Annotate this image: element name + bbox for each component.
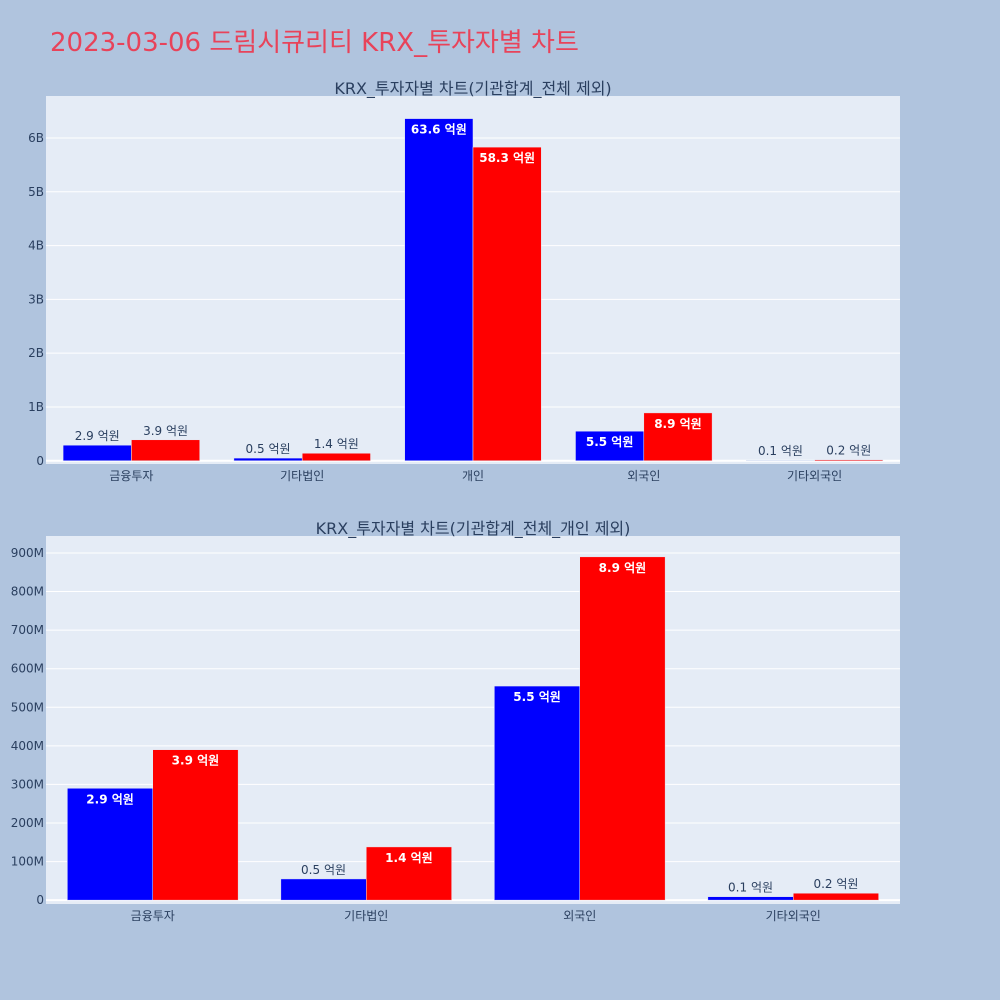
chart2-ytick-label: 200M: [11, 816, 44, 830]
chart1-title: KRX_투자자별 차트(기관합계_전체 제외): [334, 79, 611, 99]
chart2-data-label: 0.1 억원: [728, 881, 773, 895]
chart1-data-label: 0.2 억원: [826, 444, 871, 458]
chart1-xtick-label: 기타법인: [280, 469, 324, 483]
chart1-data-label: 3.9 억원: [143, 424, 188, 438]
chart2-data-label: 8.9 억원: [599, 561, 647, 575]
chart1-bar: [301, 452, 371, 462]
chart2-data-label: 0.2 억원: [813, 877, 858, 891]
chart2-bar: [494, 685, 581, 901]
chart2-title: KRX_투자자별 차트(기관합계_전체_개인 제외): [316, 519, 631, 539]
chart2-data-label: 5.5 억원: [513, 690, 561, 704]
chart1-data-label: 0.1 억원: [758, 444, 803, 458]
chart2-ytick-label: 400M: [11, 739, 44, 753]
chart2-data-label: 2.9 억원: [86, 792, 134, 806]
chart2-bar: [793, 892, 879, 901]
chart1-ytick-label: 1B: [28, 400, 44, 414]
chart1-bar: [575, 430, 645, 462]
chart2-bar: [366, 846, 452, 901]
chart2-xtick-label: 기타법인: [344, 909, 388, 923]
chart1-xtick-label: 기타외국인: [787, 469, 842, 483]
chart2-bar: [67, 788, 153, 901]
chart1-data-label: 1.4 억원: [314, 437, 359, 451]
chart2-ytick-label: 700M: [11, 623, 44, 637]
chart2-xtick-label: 금융투자: [131, 909, 175, 923]
chart2-ytick-label: 800M: [11, 585, 44, 599]
page-title: 2023-03-06 드림시큐리티 KRX_투자자별 차트: [50, 28, 579, 58]
chart2-bar: [579, 556, 666, 901]
chart2-bar: [707, 896, 794, 901]
chart1-ytick-label: 2B: [28, 346, 44, 360]
chart2-bar: [152, 749, 239, 901]
chart1-bar: [643, 412, 713, 462]
chart2-ytick-label: 500M: [11, 700, 44, 714]
chart2-data-label: 1.4 억원: [385, 851, 433, 865]
chart1-xtick-label: 외국인: [627, 469, 660, 483]
chart2-ytick-label: 900M: [11, 546, 44, 560]
chart1-data-label: 63.6 억원: [411, 123, 467, 137]
chart1-ytick-label: 3B: [28, 292, 44, 306]
chart2-ytick-label: 600M: [11, 662, 44, 676]
chart1-bar: [131, 439, 200, 462]
chart1-ytick-label: 0: [36, 454, 44, 468]
chart1-bar: [814, 459, 884, 462]
chart2-ytick-label: 300M: [11, 777, 44, 791]
chart1-data-label: 5.5 억원: [586, 435, 634, 449]
chart1-xtick-label: 개인: [462, 469, 484, 483]
chart1-ytick-label: 4B: [28, 239, 44, 253]
chart1-ytick-label: 6B: [28, 131, 44, 145]
chart1-xtick-label: 금융투자: [109, 469, 153, 483]
chart2-data-label: 0.5 억원: [301, 863, 346, 877]
chart1-data-label: 58.3 억원: [479, 151, 535, 165]
chart2-bar: [280, 878, 367, 901]
chart2-data-label: 3.9 억원: [172, 754, 220, 768]
chart1-data-label: 0.5 억원: [246, 442, 291, 456]
chart1-ytick-label: 5B: [28, 185, 44, 199]
chart2-xtick-label: 기타외국인: [766, 909, 821, 923]
chart-institutional-excluded: 0 1B 2B 3B 4B 5B 6B KRX_투자자별 차트(기관합계_전체 제외) 2.9 …: [28, 79, 900, 483]
chart2-xtick-label: 외국인: [563, 909, 596, 923]
chart1-data-label: 8.9 억원: [654, 417, 702, 431]
chart2-ytick-label: 100M: [11, 855, 44, 869]
chart1-bar: [404, 118, 474, 462]
chart1-data-label: 2.9 억원: [75, 429, 120, 443]
chart2-ytick-label: 0: [36, 893, 44, 907]
chart1-bar: [472, 146, 542, 462]
